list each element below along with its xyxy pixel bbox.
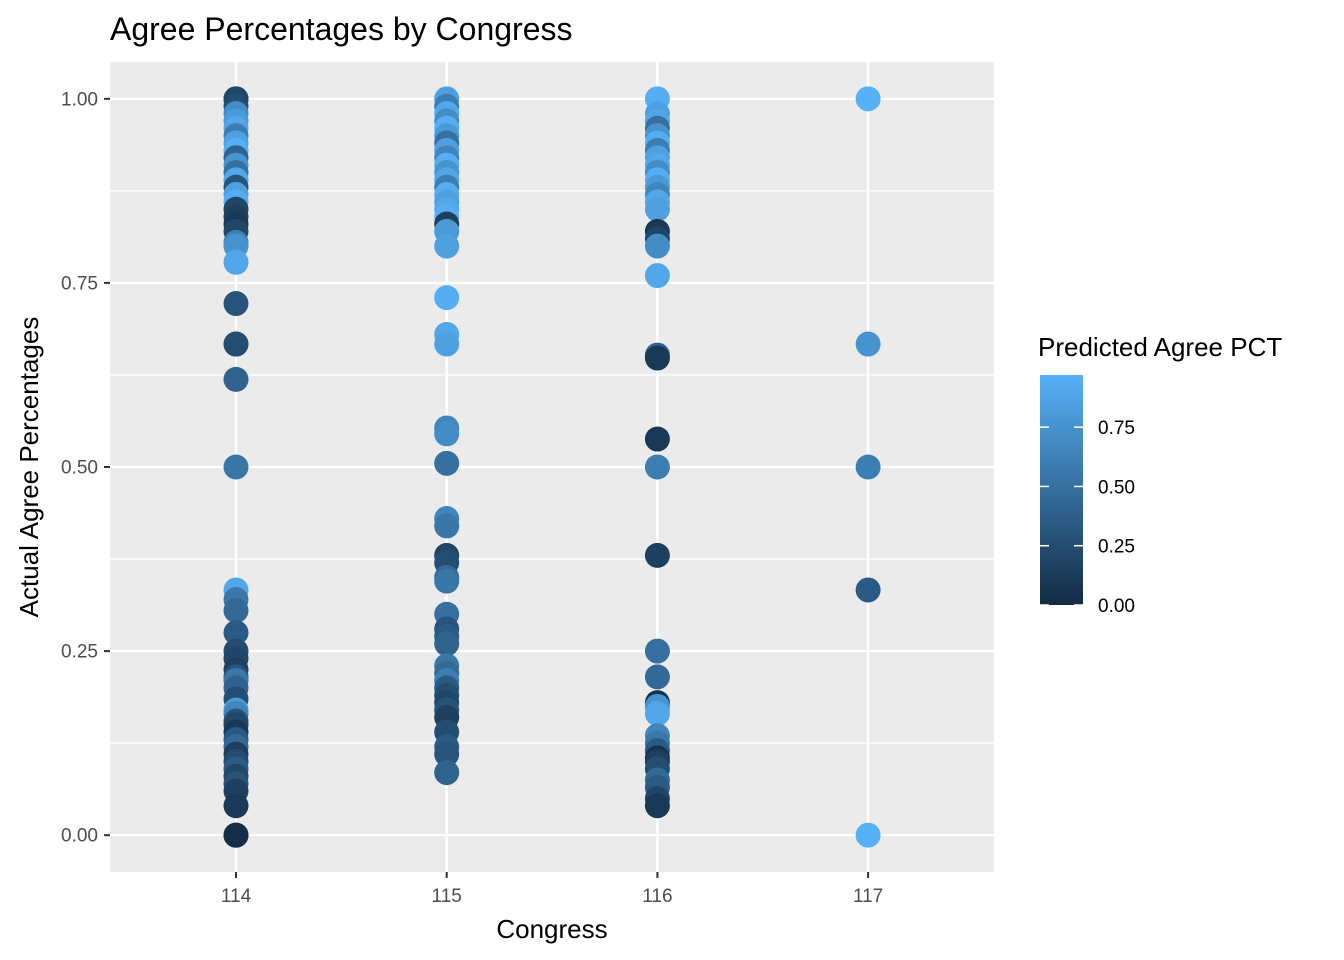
data-point [223,620,249,646]
data-point [434,631,460,657]
data-point [434,513,460,539]
data-point [855,454,881,480]
x-axis-title: Congress [496,914,607,944]
y-tick-label: 0.00 [61,826,98,847]
data-point [644,542,670,568]
data-point [644,664,670,690]
data-point [644,426,670,452]
data-point [644,793,670,819]
data-point [855,331,881,357]
legend-tick-label: 0.25 [1098,537,1135,558]
x-tick-label: 114 [221,886,252,907]
legend-tick-label: 0.75 [1098,418,1135,439]
x-axis: 114 115 116 117 [221,872,883,907]
x-tick-label: 116 [642,886,672,907]
data-point [434,741,460,767]
y-tick-label: 0.75 [61,273,98,294]
legend-colorbar [1040,375,1083,605]
data-point [223,793,249,819]
legend-ticks: 0.00 0.25 0.50 0.75 [1040,418,1135,617]
y-axis: 0.00 0.25 0.50 0.75 1.00 [61,89,110,847]
data-point [434,421,460,447]
y-tick-label: 0.50 [61,458,98,479]
data-point [644,233,670,259]
data-point [223,598,249,624]
data-point [644,701,670,727]
data-point [434,285,460,311]
data-point [223,331,249,357]
y-tick-label: 0.25 [61,642,98,663]
x-tick-label: 115 [432,886,462,907]
data-point [223,249,249,275]
data-point [223,366,249,392]
legend-tick-label: 0.50 [1098,477,1135,498]
data-point [644,454,670,480]
data-point [644,196,670,222]
y-tick-label: 1.00 [61,89,98,110]
data-point [644,638,670,664]
y-axis-title: Actual Agree Percentages [14,317,44,618]
data-point [434,450,460,476]
data-point [855,822,881,848]
data-point [644,345,670,371]
legend-tick-label: 0.00 [1098,596,1135,617]
data-points [223,86,881,848]
data-point [434,233,460,259]
data-point [434,331,460,357]
color-legend: Predicted Agree PCT 0.00 0.25 0.50 0.75 [1038,332,1282,617]
data-point [223,454,249,480]
chart-title: Agree Percentages by Congress [110,11,572,47]
data-point [223,291,249,317]
data-point [855,86,881,112]
data-point [434,760,460,786]
data-point [434,568,460,594]
x-tick-label: 117 [853,886,883,907]
data-point [644,263,670,289]
data-point [855,577,881,603]
legend-title: Predicted Agree PCT [1038,332,1282,362]
data-point [223,822,249,848]
